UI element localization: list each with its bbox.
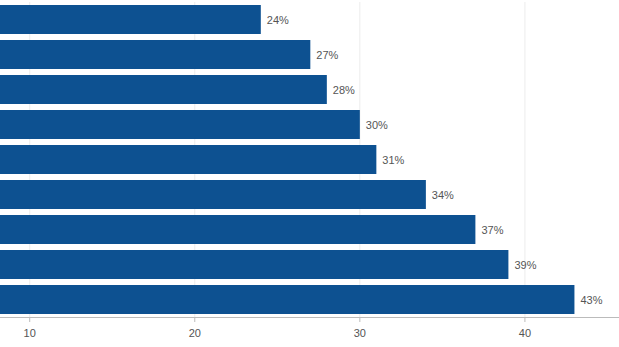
bar (0, 110, 360, 139)
bar (0, 75, 327, 104)
bar (0, 5, 261, 34)
data-label: 27% (316, 49, 338, 61)
data-label: 34% (432, 189, 454, 201)
tick-label: 30 (354, 327, 366, 339)
bar (0, 40, 310, 69)
data-labels: 24% 27% 28% 30% 31% 34% 37% 39% 43% (267, 14, 603, 306)
chart: 24% 27% 28% 30% 31% 34% 37% 39% 43% 10 20 30 40 (0, 0, 619, 347)
data-label: 24% (267, 14, 289, 26)
axis-line (0, 317, 619, 318)
data-label: 43% (580, 294, 602, 306)
bar (0, 285, 574, 314)
tick-label: 40 (519, 327, 531, 339)
tick-mark (524, 317, 525, 322)
bar (0, 145, 376, 174)
bar (0, 215, 475, 244)
bar (0, 180, 426, 209)
tick-mark (194, 317, 195, 322)
bars (0, 5, 574, 314)
bar (0, 250, 508, 279)
data-label: 31% (382, 154, 404, 166)
data-label: 30% (366, 119, 388, 131)
tick-label: 10 (24, 327, 36, 339)
chart-container: 24% 27% 28% 30% 31% 34% 37% 39% 43% 10 20 30 40 (0, 0, 619, 347)
tick-label: 20 (189, 327, 201, 339)
tick-mark (359, 317, 360, 322)
tick-mark (29, 317, 30, 322)
data-label: 37% (481, 224, 503, 236)
data-label: 39% (514, 259, 536, 271)
x-axis: 10 20 30 40 (0, 317, 619, 339)
data-label: 28% (333, 84, 355, 96)
